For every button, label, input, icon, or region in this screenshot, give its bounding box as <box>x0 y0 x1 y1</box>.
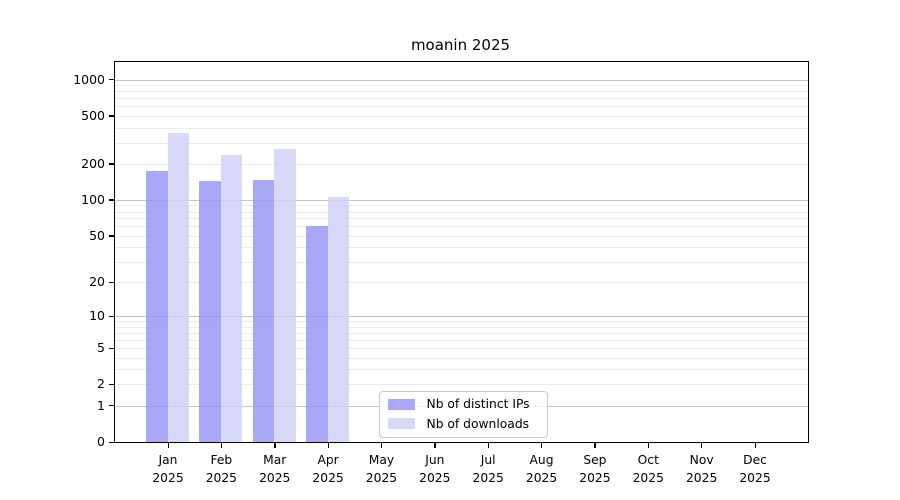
x-tick-mark <box>274 443 276 448</box>
y-tick-mark <box>109 163 114 165</box>
x-tick-label-jun: Jun 2025 <box>419 453 451 485</box>
x-tick-label-nov: Nov 2025 <box>685 453 718 485</box>
chart-title: moanin 2025 <box>410 36 511 54</box>
gridline <box>114 348 808 350</box>
gridline <box>114 316 808 318</box>
y-tick-label: 0 <box>97 434 105 449</box>
x-tick-mark <box>647 443 650 448</box>
gridline <box>114 211 808 213</box>
y-tick-label: 500 <box>81 107 105 123</box>
x-tick-mark <box>594 443 596 448</box>
y-tick-mark <box>109 441 114 443</box>
x-tick-mark <box>167 443 169 448</box>
x-tick-label-aug: Aug 2025 <box>525 453 558 485</box>
gridline <box>114 127 808 129</box>
x-tick-label-may: May 2025 <box>365 453 398 485</box>
y-tick-label: 1000 <box>73 71 105 87</box>
x-tick-mark <box>327 443 329 448</box>
y-tick-label: 200 <box>81 155 105 171</box>
y-tick-label: 5 <box>97 340 105 356</box>
gridline <box>114 261 808 263</box>
gridline <box>114 321 808 323</box>
gridline <box>114 115 808 117</box>
y-tick-mark <box>109 235 114 237</box>
x-tick-mark <box>434 443 436 448</box>
x-tick-label-apr: Apr 2025 <box>312 453 344 485</box>
x-tick-label-jan: Jan 2025 <box>152 453 184 485</box>
gridline <box>114 163 808 165</box>
legend-label-distinct-ips: Nb of distinct IPs <box>426 397 530 412</box>
y-tick-mark <box>109 315 114 318</box>
y-tick-mark <box>109 115 114 117</box>
bar-distinct-ips-apr <box>306 226 328 442</box>
gridline <box>114 98 808 100</box>
plot-area <box>113 61 809 443</box>
bar-distinct-ips-mar <box>252 179 275 442</box>
downloads-swatch-icon <box>387 418 415 430</box>
y-tick-mark <box>109 199 114 201</box>
x-tick-label-mar: Mar 2025 <box>259 453 291 485</box>
x-tick-label-feb: Feb 2025 <box>205 453 237 485</box>
x-tick-label-dec: Dec 2025 <box>739 453 771 485</box>
x-tick-mark <box>380 443 383 448</box>
y-tick-label: 2 <box>97 376 105 392</box>
x-tick-label-jul: Jul 2025 <box>472 453 504 485</box>
gridline <box>114 247 808 249</box>
legend-item-distinct-ips: Nb of distinct IPs <box>387 395 539 413</box>
y-tick-label: 100 <box>81 191 105 207</box>
y-tick-label: 1 <box>97 397 105 413</box>
gridline <box>114 282 808 284</box>
x-tick-mark <box>541 443 543 448</box>
gridline <box>114 226 808 228</box>
x-tick-mark <box>754 443 756 448</box>
x-tick-mark <box>220 443 223 448</box>
x-tick-mark <box>701 443 703 448</box>
distinct-ips-swatch-icon <box>387 398 415 410</box>
y-tick-mark <box>109 405 114 407</box>
x-tick-mark <box>487 443 489 448</box>
bar-downloads-mar <box>274 148 296 442</box>
gridline <box>114 326 808 328</box>
gridline <box>114 199 808 201</box>
bar-downloads-feb <box>220 154 243 442</box>
bar-distinct-ips-feb <box>199 180 221 442</box>
y-tick-mark <box>109 383 114 386</box>
gridline <box>114 339 808 341</box>
y-tick-mark <box>109 347 114 349</box>
bar-downloads-apr <box>327 196 350 442</box>
y-tick-label: 10 <box>89 308 105 324</box>
gridline <box>114 369 808 371</box>
gridline <box>114 384 808 386</box>
gridline <box>114 79 808 81</box>
gridline <box>114 218 808 220</box>
gridline <box>114 85 808 87</box>
gridline <box>114 91 808 93</box>
gridline <box>114 142 808 144</box>
legend-item-downloads: Nb of downloads <box>387 415 539 433</box>
y-tick-label: 50 <box>89 227 105 243</box>
gridline <box>114 357 808 359</box>
bar-distinct-ips-jan <box>146 171 168 442</box>
gridline <box>114 205 808 207</box>
x-tick-label-oct: Oct 2025 <box>632 453 664 485</box>
y-tick-mark <box>109 79 114 81</box>
gridline <box>114 235 808 237</box>
y-tick-label: 20 <box>89 274 105 290</box>
bar-downloads-jan <box>167 132 189 442</box>
gridline <box>114 106 808 108</box>
x-tick-label-sep: Sep 2025 <box>579 453 611 485</box>
gridline <box>114 332 808 334</box>
y-tick-mark <box>109 281 114 284</box>
legend: Nb of distinct IPs Nb of downloads <box>378 390 548 438</box>
legend-label-downloads: Nb of downloads <box>426 416 530 431</box>
